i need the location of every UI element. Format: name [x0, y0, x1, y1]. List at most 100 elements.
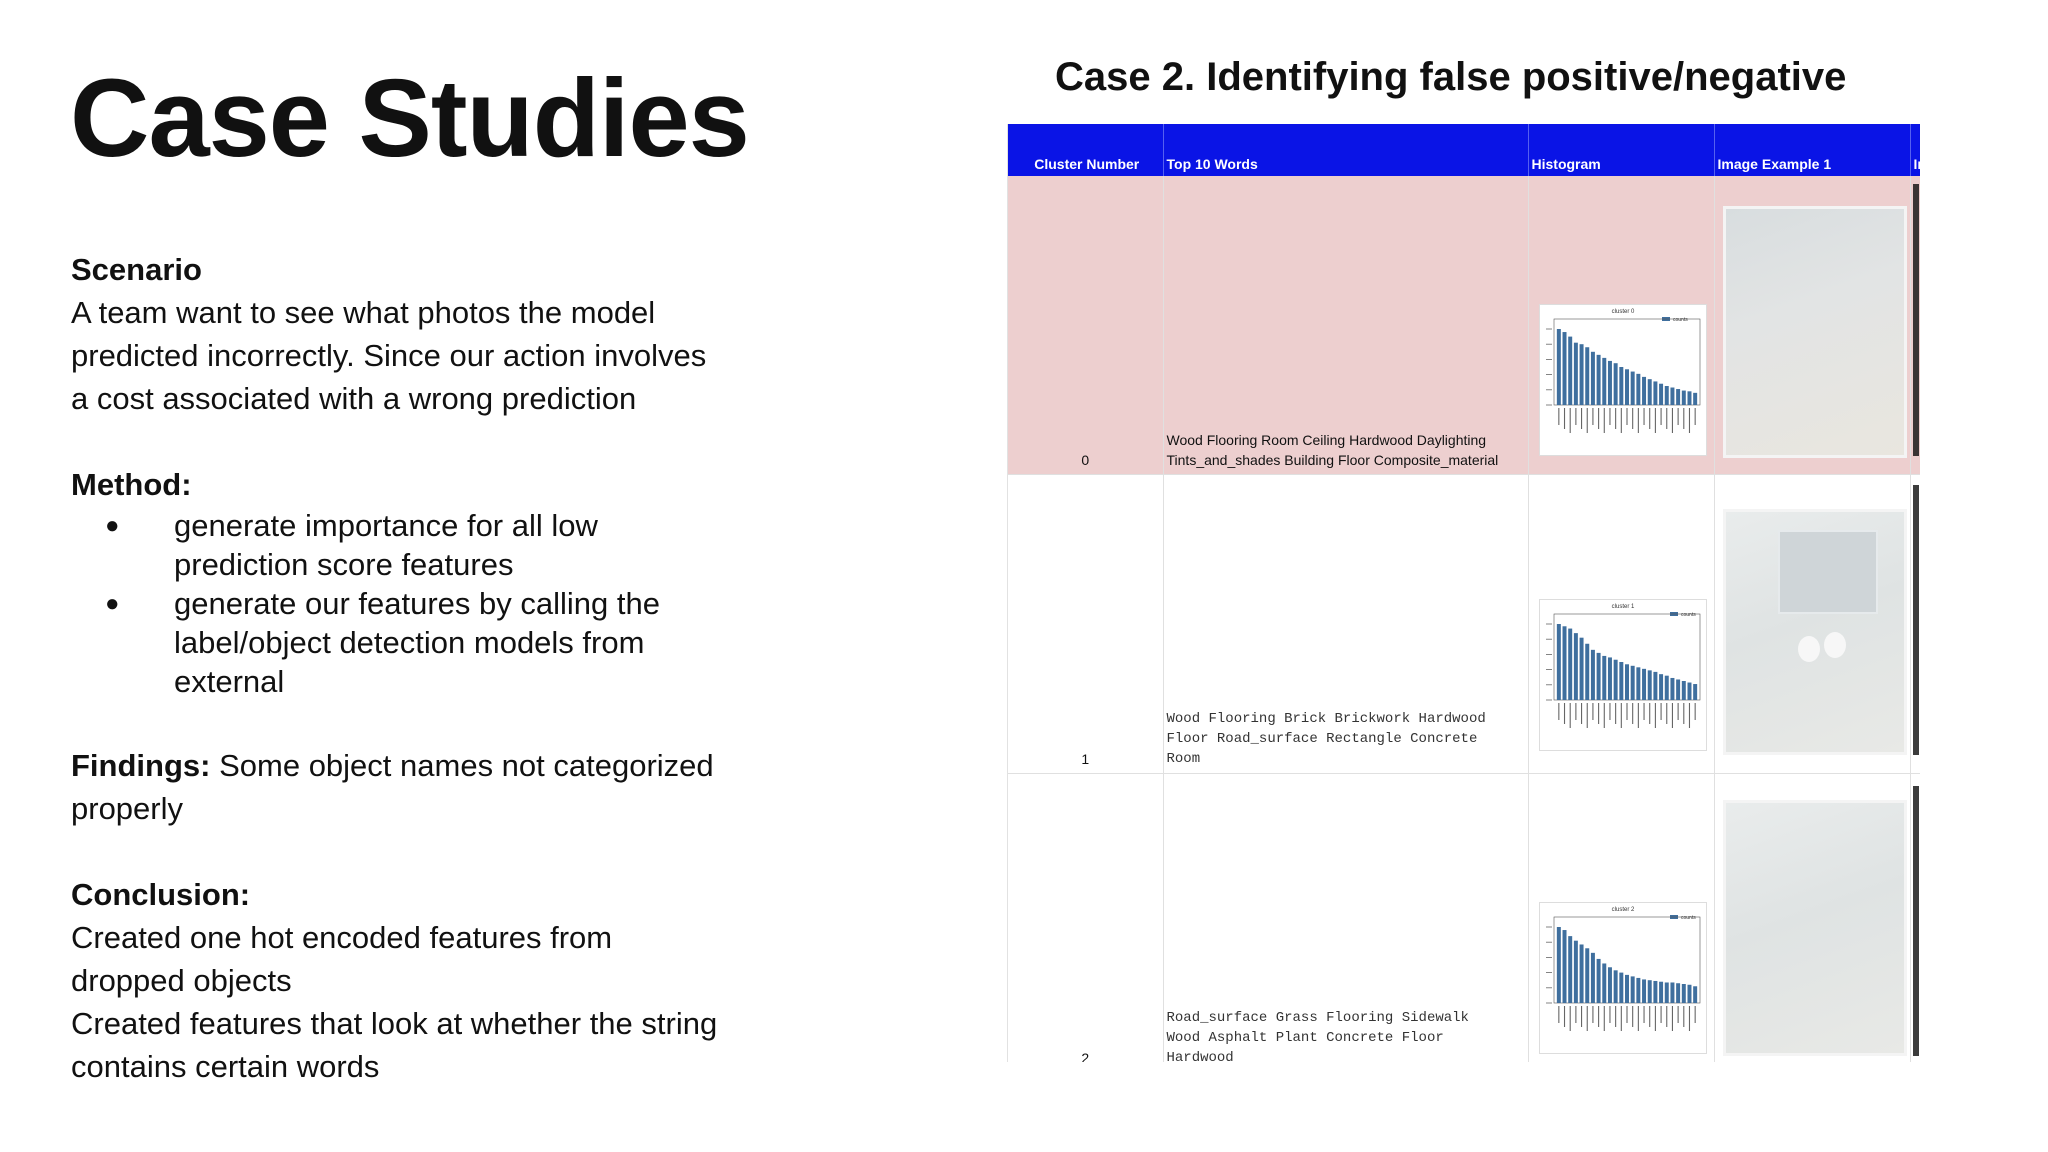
findings-text: Some object names not categorized — [210, 748, 714, 783]
truncated-image — [1912, 786, 1919, 1056]
legend-label: counts — [1673, 317, 1688, 323]
histogram-bar — [1596, 652, 1601, 700]
top-words-line: Wood Asphalt Plant Concrete Floor — [1166, 1030, 1444, 1046]
histogram-bar — [1630, 976, 1635, 1003]
histogram-bar — [1556, 624, 1561, 700]
top-words-line: Tints_and_shades Building Floor Composit… — [1166, 452, 1499, 468]
top-words-line: Wood Flooring Room Ceiling Hardwood Dayl… — [1166, 432, 1487, 448]
top-words: Wood Flooring Brick Brickwork Hardwood F… — [1163, 474, 1529, 774]
column-header-cluster-number: Cluster Number — [1008, 124, 1164, 176]
histogram-bar — [1584, 347, 1589, 405]
histogram-bar — [1641, 668, 1646, 700]
top-words: Wood Flooring Room Ceiling Hardwood Dayl… — [1163, 176, 1529, 475]
histogram-bar — [1692, 684, 1697, 700]
histogram-bar — [1562, 930, 1567, 1003]
column-header-truncated: In — [1910, 124, 1920, 176]
method-item-line: generate importance for all low — [174, 508, 598, 543]
histogram-bar — [1635, 373, 1640, 405]
histogram-bar — [1686, 682, 1691, 700]
histogram-bar — [1681, 390, 1686, 405]
photo-detail — [1797, 636, 1820, 662]
histogram-bar — [1573, 633, 1578, 700]
method-item: generate our features by calling the lab… — [71, 584, 761, 701]
findings-line: properly — [71, 791, 183, 826]
scenario-line: a cost associated with a wrong predictio… — [71, 381, 637, 416]
histogram-bar — [1664, 982, 1669, 1003]
histogram-bar — [1556, 927, 1561, 1003]
histogram-bar — [1652, 671, 1657, 700]
histogram-cell: cluster 1 counts — [1528, 474, 1715, 774]
table-row: 1 Wood Flooring Brick Brickwork Hardwood… — [1008, 474, 1920, 774]
histogram-bar — [1579, 344, 1584, 405]
histogram: cluster 2 counts — [1538, 902, 1707, 1054]
photo-door — [1777, 530, 1878, 614]
histogram-bar — [1562, 332, 1567, 405]
scenario-heading: Scenario — [71, 252, 202, 287]
histogram-bar — [1579, 944, 1584, 1003]
histogram-bar — [1596, 958, 1601, 1003]
cluster-number: 0 — [1008, 176, 1164, 475]
histogram-bar — [1618, 367, 1623, 405]
scenario-line: predicted incorrectly. Since our action … — [71, 338, 707, 373]
conclusion-heading: Conclusion: — [71, 877, 251, 912]
slide-title: Case Studies — [70, 57, 750, 180]
histogram-bar — [1601, 963, 1606, 1003]
histogram-cell: cluster 2 counts — [1528, 773, 1715, 1062]
histogram-chart: cluster 0 counts — [1545, 309, 1700, 433]
table-row: 2 Road_surface Grass Flooring Sidewalk W… — [1008, 773, 1920, 1062]
histogram-bar — [1613, 363, 1618, 405]
histogram-chart: cluster 1 counts — [1545, 604, 1700, 728]
table-row: 0 Wood Flooring Room Ceiling Hardwood Da… — [1008, 176, 1920, 475]
truncated-image — [1912, 184, 1919, 456]
histogram-bar — [1607, 967, 1612, 1003]
histogram-bar — [1624, 974, 1629, 1003]
histogram-bar — [1567, 336, 1572, 405]
legend-label: counts — [1681, 915, 1696, 921]
top-words-line: Wood Flooring Brick Brickwork Hardwood — [1166, 711, 1486, 727]
histogram-title: cluster 1 — [1611, 604, 1634, 610]
image-example-cell — [1714, 176, 1911, 475]
histogram-bar — [1556, 329, 1561, 405]
table-header-row: Cluster Number Top 10 Words Histogram Im… — [1008, 124, 1920, 176]
histogram-bar — [1573, 342, 1578, 405]
histogram-bar — [1635, 667, 1640, 700]
histogram-bar — [1675, 983, 1680, 1003]
histogram-bar — [1618, 662, 1623, 700]
histogram-bar — [1669, 982, 1674, 1003]
conclusion-line: dropped objects — [71, 963, 292, 998]
histogram-bar — [1652, 381, 1657, 405]
histogram-bar — [1686, 984, 1691, 1003]
image-example — [1722, 800, 1907, 1056]
histogram-cell: cluster 0 counts — [1528, 176, 1715, 475]
conclusion-line: Created one hot encoded features from — [71, 920, 613, 955]
photo-detail — [1823, 632, 1846, 658]
conclusion-line: contains certain words — [71, 1049, 380, 1084]
histogram-bar — [1584, 643, 1589, 700]
histogram-bar — [1669, 677, 1674, 700]
truncated-cell — [1910, 773, 1920, 1062]
scenario-line: A team want to see what photos the model — [71, 295, 656, 330]
histogram-bar — [1607, 360, 1612, 405]
histogram-bar — [1658, 981, 1663, 1003]
histogram-bar — [1675, 679, 1680, 700]
histogram-bar — [1658, 383, 1663, 405]
histogram: cluster 1 counts — [1538, 599, 1707, 751]
top-words-line: Room — [1166, 751, 1201, 767]
cluster-table: Cluster Number Top 10 Words Histogram Im… — [1007, 124, 1920, 1062]
histogram-bar — [1647, 670, 1652, 700]
histogram: cluster 0 counts — [1538, 304, 1707, 456]
histogram-bar — [1584, 948, 1589, 1003]
conclusion-line: Created features that look at whether th… — [71, 1006, 718, 1041]
histogram-bar — [1641, 979, 1646, 1003]
image-example — [1722, 509, 1907, 755]
top-words-line: Hardwood — [1166, 1050, 1234, 1062]
method-item-line: external — [174, 664, 285, 699]
histogram-bar — [1613, 659, 1618, 700]
histogram-bar — [1630, 665, 1635, 700]
truncated-image — [1912, 485, 1919, 755]
method-list: generate importance for all low predicti… — [71, 506, 761, 701]
findings: Findings: Some object names not categori… — [71, 744, 761, 787]
histogram-bar — [1692, 392, 1697, 405]
histogram-bar — [1658, 674, 1663, 700]
histogram-bar — [1635, 977, 1640, 1003]
